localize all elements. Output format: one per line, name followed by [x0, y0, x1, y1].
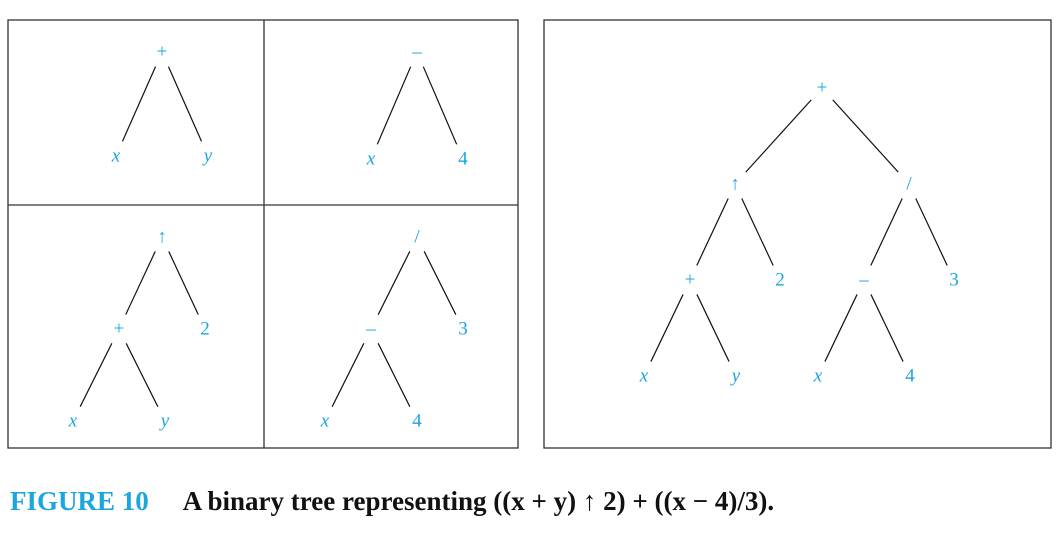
tree-node: x — [111, 146, 121, 167]
tree-edge — [376, 66, 412, 145]
tree-edge — [745, 99, 812, 173]
figure-label: FIGURE 10 — [10, 486, 149, 516]
tree-edge — [422, 66, 458, 145]
right-panel-frame — [543, 19, 1052, 449]
tree-node: 3 — [458, 319, 468, 340]
tree-node: y — [202, 146, 213, 167]
tree-node: 4 — [905, 366, 915, 387]
tree-node: x — [68, 411, 78, 432]
tree-edge — [741, 198, 774, 266]
tree-edge — [331, 343, 365, 407]
tree-node: ↑ — [157, 227, 167, 248]
tree-node: + — [685, 270, 696, 291]
tree-node: x — [813, 366, 823, 387]
tree-node: + — [114, 319, 125, 340]
tree-node: y — [159, 411, 170, 432]
tree-edge — [870, 294, 904, 362]
tree-node: + — [157, 42, 168, 63]
tree-edge — [79, 343, 113, 407]
tree-edge — [870, 198, 903, 266]
tree-node: 2 — [775, 270, 785, 291]
tree-edge — [377, 343, 411, 407]
tree-edge — [650, 294, 684, 362]
tree-node: + — [817, 78, 828, 99]
tree-node: x — [366, 149, 376, 170]
tree-node: / — [906, 174, 912, 195]
left-panels-frame — [7, 19, 519, 449]
binary-tree-figure: + x y – x 4 ↑ + x y 2 / – x 4 3 + ↑ + x y 2 / – x 4 3 — [7, 19, 1052, 449]
tree-edge — [168, 251, 199, 315]
tree-edge — [824, 294, 858, 362]
tree-node: – — [858, 270, 869, 291]
tree-node: x — [320, 411, 330, 432]
tree-node: 4 — [458, 149, 468, 170]
tree-edge — [125, 343, 159, 407]
figure-caption: FIGURE 10 A binary tree representing ((x … — [10, 486, 774, 517]
tree-edge — [696, 198, 729, 266]
tree-edge — [125, 251, 156, 315]
tree-node: / — [414, 227, 420, 248]
tree-edge — [167, 66, 203, 142]
tree-node: y — [730, 366, 741, 387]
tree-node: 2 — [200, 319, 210, 340]
tree-node: x — [639, 366, 649, 387]
tree-node: – — [411, 42, 422, 63]
tree-edge — [832, 99, 899, 173]
tree-edge — [423, 251, 457, 315]
figure-caption-text: A binary tree representing ((x + y) ↑ 2)… — [182, 486, 775, 516]
tree-edge — [696, 294, 730, 362]
tree-node: 4 — [412, 411, 422, 432]
tree-node: ↑ — [730, 174, 740, 195]
tree-edge — [121, 66, 157, 142]
tree-node: 3 — [949, 270, 959, 291]
tree-edge — [377, 251, 411, 315]
tree-edge — [915, 198, 948, 266]
tree-node: – — [365, 319, 376, 340]
